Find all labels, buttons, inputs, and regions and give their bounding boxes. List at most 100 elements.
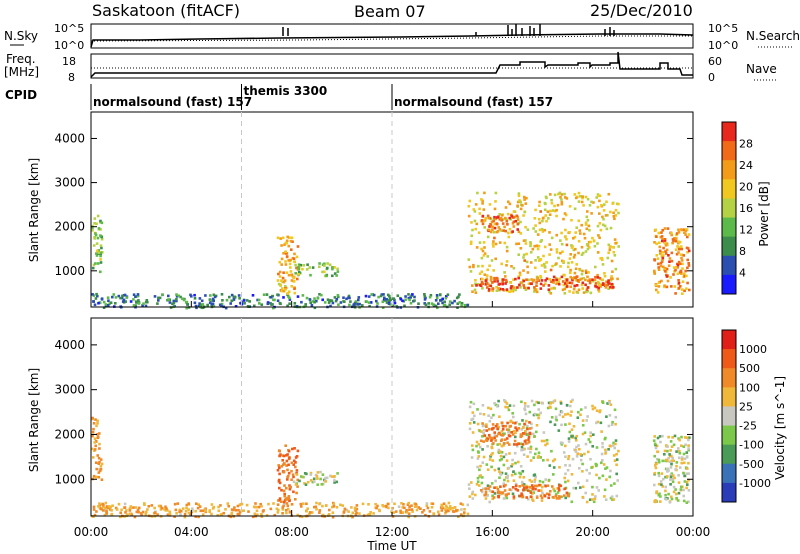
- heatmap-cell: [431, 502, 435, 506]
- heatmap-cell: [481, 202, 484, 205]
- heatmap-cell: [281, 506, 284, 509]
- heatmap-cell: [291, 447, 294, 451]
- heatmap-cell: [659, 480, 663, 483]
- heatmap-cell: [139, 512, 143, 515]
- heatmap-cell: [525, 196, 528, 200]
- heatmap-cell: [680, 435, 683, 439]
- heatmap-cell: [296, 485, 299, 488]
- heatmap-cell: [532, 491, 536, 494]
- heatmap-cell: [668, 260, 671, 263]
- heatmap-cell: [336, 270, 340, 273]
- heatmap-cell: [599, 421, 603, 425]
- heatmap-cell: [444, 504, 448, 508]
- heatmap-cell: [437, 302, 440, 305]
- heatmap-cell: [542, 431, 546, 434]
- heatmap-cell: [486, 468, 490, 471]
- heatmap-cell: [432, 512, 436, 516]
- heatmap-cell: [662, 246, 665, 250]
- heatmap-cell: [598, 199, 601, 203]
- heatmap-cell: [163, 508, 166, 511]
- colorbar-tick-label: 12: [739, 224, 753, 237]
- heatmap-cell: [304, 303, 307, 306]
- colorbar-tick-label: 1000: [739, 343, 767, 356]
- heatmap-cell: [411, 293, 414, 296]
- heatmap-cell: [529, 491, 533, 494]
- heatmap-cell: [672, 490, 676, 494]
- heatmap-cell: [675, 496, 678, 500]
- heatmap-cell: [676, 263, 680, 267]
- heatmap-cell: [415, 508, 419, 512]
- heatmap-cell: [537, 408, 540, 411]
- heatmap-cell: [505, 496, 509, 500]
- heatmap-cell: [277, 499, 280, 502]
- heatmap-cell: [653, 435, 656, 438]
- heatmap-cell: [557, 256, 560, 260]
- heatmap-cell: [566, 412, 570, 416]
- heatmap-cell: [222, 511, 226, 515]
- heatmap-cell: [260, 505, 263, 508]
- heatmap-cell: [305, 502, 308, 506]
- heatmap-cell: [486, 484, 490, 487]
- heatmap-cell: [97, 505, 100, 508]
- heatmap-cell: [491, 490, 495, 494]
- heatmap-cell: [358, 302, 361, 306]
- heatmap-cell: [527, 438, 530, 442]
- heatmap-cell: [476, 408, 479, 411]
- heatmap-cell: [95, 292, 98, 296]
- heatmap-cell: [528, 431, 532, 435]
- heatmap-cell: [167, 294, 170, 298]
- heatmap-cell: [238, 297, 241, 300]
- heatmap-cell: [280, 263, 283, 266]
- heatmap-cell: [492, 442, 495, 445]
- heatmap-cell: [568, 422, 571, 426]
- heatmap-cell: [440, 509, 444, 512]
- heatmap-cell: [565, 197, 569, 200]
- heatmap-cell: [504, 275, 507, 278]
- heatmap-cell: [168, 512, 172, 516]
- nsky-tick-bottom: 10^0: [54, 39, 84, 52]
- heatmap-cell: [584, 269, 588, 273]
- heatmap-cell: [685, 451, 689, 454]
- heatmap-cell: [588, 279, 592, 283]
- heatmap-cell: [615, 472, 618, 476]
- heatmap-cell: [93, 303, 97, 307]
- heatmap-cell: [285, 454, 288, 457]
- heatmap-cell: [503, 271, 506, 274]
- heatmap-cell: [219, 504, 222, 507]
- heatmap-cell: [595, 464, 598, 468]
- heatmap-cell: [653, 442, 657, 446]
- heatmap-cell: [289, 266, 292, 269]
- heatmap-cell: [499, 216, 503, 220]
- heatmap-cell: [524, 202, 528, 205]
- heatmap-cell: [441, 301, 444, 305]
- heatmap-cell: [552, 487, 555, 491]
- heatmap-cell: [326, 266, 329, 270]
- heatmap-cell: [329, 304, 332, 308]
- heatmap-cell: [567, 440, 571, 443]
- heatmap-cell: [280, 488, 283, 492]
- heatmap-cell: [518, 422, 521, 426]
- heatmap-cell: [331, 505, 334, 509]
- heatmap-cell: [606, 256, 610, 260]
- heatmap-cell: [657, 266, 660, 269]
- heatmap-cell: [132, 304, 136, 307]
- heatmap-cell: [511, 230, 514, 233]
- heatmap-cell: [99, 244, 103, 247]
- heatmap-cell: [386, 293, 390, 297]
- heatmap-cell: [683, 274, 686, 278]
- heatmap-cell: [537, 413, 541, 417]
- heatmap-cell: [670, 454, 673, 458]
- heatmap-cell: [487, 288, 491, 291]
- cpid-segment-label: themis 3300: [244, 84, 328, 98]
- heatmap-cell: [585, 215, 589, 219]
- heatmap-cell: [91, 447, 94, 451]
- heatmap-cell: [481, 287, 484, 290]
- nave-label: Nave: [746, 62, 777, 76]
- heatmap-cell: [680, 259, 684, 262]
- heatmap-cell: [493, 215, 496, 219]
- heatmap-cell: [318, 511, 321, 514]
- heatmap-cell: [449, 505, 452, 508]
- heatmap-cell: [195, 502, 198, 505]
- heatmap-cell: [536, 413, 539, 417]
- heatmap-cell: [506, 428, 509, 431]
